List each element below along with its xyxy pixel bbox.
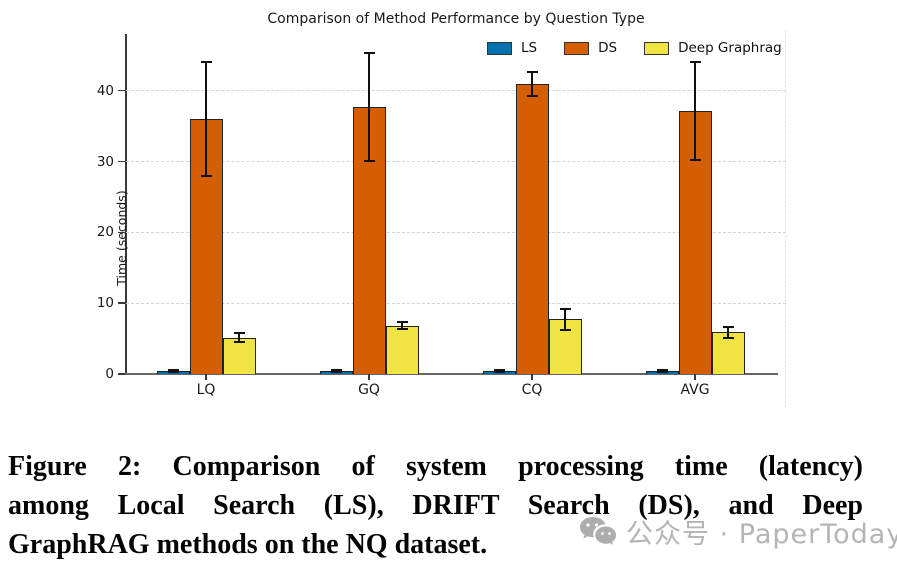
error-cap-top: [722, 325, 734, 328]
y-tick-30: [118, 160, 125, 163]
error-cap-top: [559, 307, 571, 310]
error-cap-bottom: [330, 371, 342, 374]
caption-line: Figure 2: Comparison of system processin…: [8, 451, 863, 482]
error-cap-bottom: [363, 159, 375, 162]
bar-deep-graphrag-gq: [385, 325, 419, 374]
error-bar: [401, 322, 403, 330]
legend-swatch: [644, 41, 670, 55]
figure-caption: Figure 2: Comparison of system processin…: [8, 447, 863, 564]
y-tick-10: [118, 302, 125, 304]
error-bar: [694, 62, 696, 161]
chart-legend: LS DS Deep Graphrag: [487, 40, 782, 56]
legend-swatch: [564, 41, 590, 55]
error-cap-bottom: [559, 329, 571, 332]
chart-title: Comparison of Method Performance by Ques…: [267, 11, 645, 27]
legend-label: Deep Graphrag: [678, 40, 782, 56]
error-cap-bottom: [167, 371, 179, 374]
y-tick-label-30: 30: [96, 153, 114, 170]
error-cap-top: [493, 368, 505, 371]
caption-line: among Local Search (LS), DRIFT Search (D…: [8, 490, 863, 521]
error-cap-bottom: [689, 159, 701, 162]
wechat-icon: [578, 515, 618, 548]
gridline-20: [126, 232, 786, 234]
y-tick-20: [118, 231, 125, 234]
y-tick-label-40: 40: [96, 82, 114, 99]
bar-ds-cq: [515, 83, 549, 374]
error-cap-bottom: [493, 370, 505, 373]
error-bar: [238, 333, 240, 343]
bar-deep-graphrag-cq: [548, 319, 582, 374]
y-tick-40: [118, 89, 125, 92]
y-tick-label-10: 10: [96, 295, 114, 312]
legend-item-ls: LS: [487, 40, 537, 56]
error-bar: [531, 71, 533, 96]
error-cap-top: [233, 332, 245, 335]
right-spine: [785, 30, 786, 408]
x-tick-label-avg: AVG: [680, 382, 710, 398]
x-tick-gq: [368, 374, 370, 380]
watermark: 公众号 · PaperToday: [578, 512, 897, 551]
error-cap-top: [689, 61, 701, 64]
error-bar: [727, 326, 729, 338]
error-cap-top: [363, 52, 375, 55]
legend-swatch: [487, 41, 512, 55]
error-bar: [564, 308, 566, 331]
error-cap-top: [167, 369, 179, 372]
error-cap-bottom: [233, 341, 245, 344]
legend-item-deep-graphrag: Deep Graphrag: [644, 40, 782, 56]
error-cap-bottom: [200, 174, 212, 177]
gridline-30: [126, 161, 786, 163]
legend-item-ds: DS: [564, 40, 617, 56]
legend-label: DS: [598, 40, 618, 56]
error-bar: [205, 62, 207, 176]
error-bar: [172, 370, 174, 373]
x-tick-lq: [205, 374, 207, 380]
y-tick-0: [118, 373, 125, 375]
plot-area: Time (seconds): [114, 30, 786, 408]
gridline-10: [126, 302, 786, 304]
error-cap-bottom: [526, 94, 538, 97]
x-axis-spine: [123, 372, 778, 375]
y-axis-label: Time (seconds): [114, 190, 129, 286]
x-tick-label-lq: LQ: [196, 382, 216, 398]
error-bar: [368, 53, 370, 161]
error-cap-bottom: [396, 328, 408, 331]
error-cap-top: [396, 321, 408, 324]
y-tick-label-0: 0: [105, 366, 114, 382]
error-cap-top: [656, 369, 668, 372]
gridline-40: [126, 90, 786, 92]
error-cap-top: [526, 70, 538, 73]
error-cap-top: [330, 369, 342, 372]
caption-line: GraphRAG methods on the NQ dataset.: [8, 529, 488, 560]
x-tick-label-gq: GQ: [358, 382, 380, 398]
y-axis-spine: [125, 34, 127, 375]
x-tick-avg: [694, 374, 696, 380]
watermark-text: 公众号 · PaperToday: [626, 519, 897, 550]
legend-label: LS: [521, 40, 538, 56]
y-tick-label-20: 20: [96, 224, 114, 241]
error-cap-bottom: [722, 336, 734, 339]
x-tick-label-cq: CQ: [521, 382, 543, 398]
error-cap-top: [200, 61, 212, 64]
error-cap-bottom: [656, 371, 668, 374]
x-tick-cq: [531, 374, 533, 380]
